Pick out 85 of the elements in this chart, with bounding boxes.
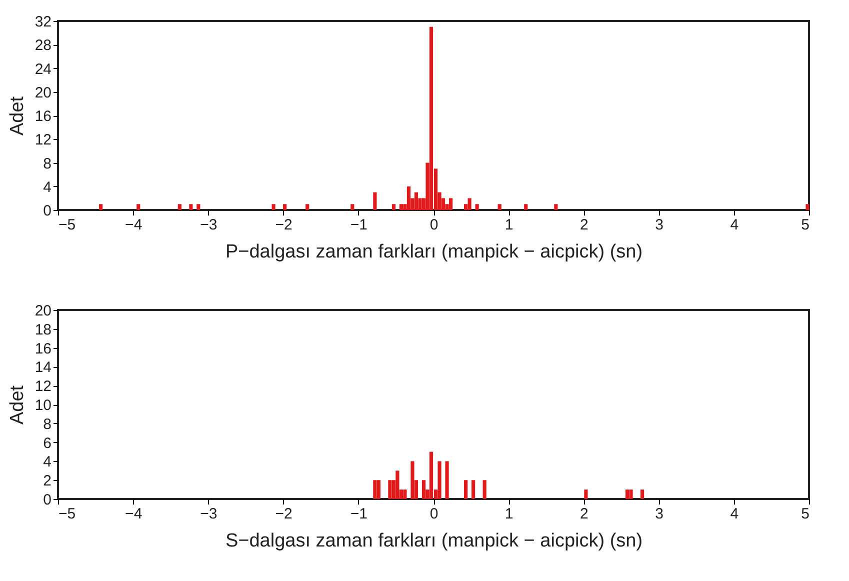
bar <box>399 204 404 210</box>
x-tick-label: 5 <box>801 506 810 522</box>
bar <box>196 204 200 210</box>
x-tick-label: 2 <box>580 506 588 522</box>
y-tick-label: 4 <box>43 178 52 196</box>
y-tick-label: 20 <box>34 302 52 320</box>
y-tick-label: 32 <box>34 14 52 30</box>
bar <box>376 480 380 499</box>
bar <box>189 204 193 210</box>
y-tick-label: 16 <box>34 340 52 358</box>
y-tick-label: 20 <box>34 84 52 102</box>
x-tick-label: 4 <box>730 216 739 234</box>
y-tick-label: 4 <box>43 454 52 471</box>
x-tick-label: −4 <box>125 506 142 522</box>
bar <box>350 204 354 210</box>
x-tick-label: 2 <box>580 216 588 234</box>
y-axis-title: Adet <box>6 96 28 136</box>
bar <box>806 204 810 210</box>
x-tick-label: 0 <box>430 506 438 522</box>
bar <box>482 480 486 499</box>
x-tick-label: 1 <box>504 506 514 522</box>
bar <box>410 461 414 499</box>
bar <box>392 204 396 210</box>
bar <box>429 26 434 210</box>
x-tick-label: −2 <box>275 506 292 522</box>
x-tick-label: −3 <box>200 216 218 234</box>
bar <box>178 204 182 210</box>
y-tick-label: 12 <box>34 132 52 149</box>
bar <box>472 480 476 499</box>
bar <box>448 198 453 210</box>
bar <box>438 461 442 499</box>
y-tick-label: 6 <box>43 434 52 452</box>
bar <box>406 186 411 210</box>
x-tick-label: 1 <box>504 216 514 234</box>
bar <box>388 480 392 499</box>
y-tick-label: 12 <box>34 378 52 396</box>
bar <box>272 204 276 210</box>
y-tick-label: 0 <box>43 202 52 220</box>
bar <box>373 480 377 499</box>
bar <box>283 204 287 210</box>
y-tick-label: 0 <box>43 492 52 508</box>
x-tick-label: −1 <box>350 216 368 234</box>
bar <box>475 204 479 210</box>
bar <box>629 490 633 499</box>
bar <box>429 452 434 499</box>
x-tick-label: −2 <box>275 216 292 234</box>
y-tick-label: 10 <box>34 397 52 414</box>
x-tick-label: −4 <box>125 216 142 234</box>
bar <box>396 470 400 499</box>
x-tick-label: 3 <box>655 216 664 234</box>
bar <box>306 204 310 210</box>
y-tick-label: 2 <box>43 472 52 490</box>
bar <box>422 480 426 499</box>
bar <box>554 204 558 210</box>
x-axis-title: S−dalgası zaman farkları (manpick − aicpick) (sn) <box>225 530 643 552</box>
y-axis-title: Adet <box>6 384 28 425</box>
bar <box>403 490 407 499</box>
x-tick-label: 5 <box>801 216 810 234</box>
bar <box>99 204 103 210</box>
bar <box>468 198 472 210</box>
bar <box>136 204 140 210</box>
x-tick-label: 3 <box>655 506 664 522</box>
y-tick-label: 18 <box>34 321 52 338</box>
x-tick-label: 0 <box>430 216 438 234</box>
bar <box>524 204 528 210</box>
y-tick-label: 24 <box>34 60 52 78</box>
x-axis-title: P−dalgası zaman farkları (manpick − aicpick) (sn) <box>225 242 643 262</box>
y-tick-label: 28 <box>34 37 52 54</box>
bar <box>640 490 644 499</box>
bar <box>498 204 502 210</box>
x-tick-label: −5 <box>58 506 76 522</box>
bar <box>464 480 468 499</box>
x-tick-label: −3 <box>200 506 218 522</box>
y-tick-label: 8 <box>43 416 52 433</box>
bar <box>625 490 630 499</box>
y-tick-label: 16 <box>34 108 52 125</box>
x-tick-label: −5 <box>58 216 76 234</box>
bar <box>414 192 418 210</box>
bar <box>445 461 449 499</box>
bar <box>584 490 588 499</box>
bar <box>373 192 377 210</box>
x-tick-label: 4 <box>730 506 739 522</box>
y-tick-label: 14 <box>34 359 52 376</box>
y-tick-label: 8 <box>43 155 52 172</box>
x-tick-label: −1 <box>350 506 368 522</box>
